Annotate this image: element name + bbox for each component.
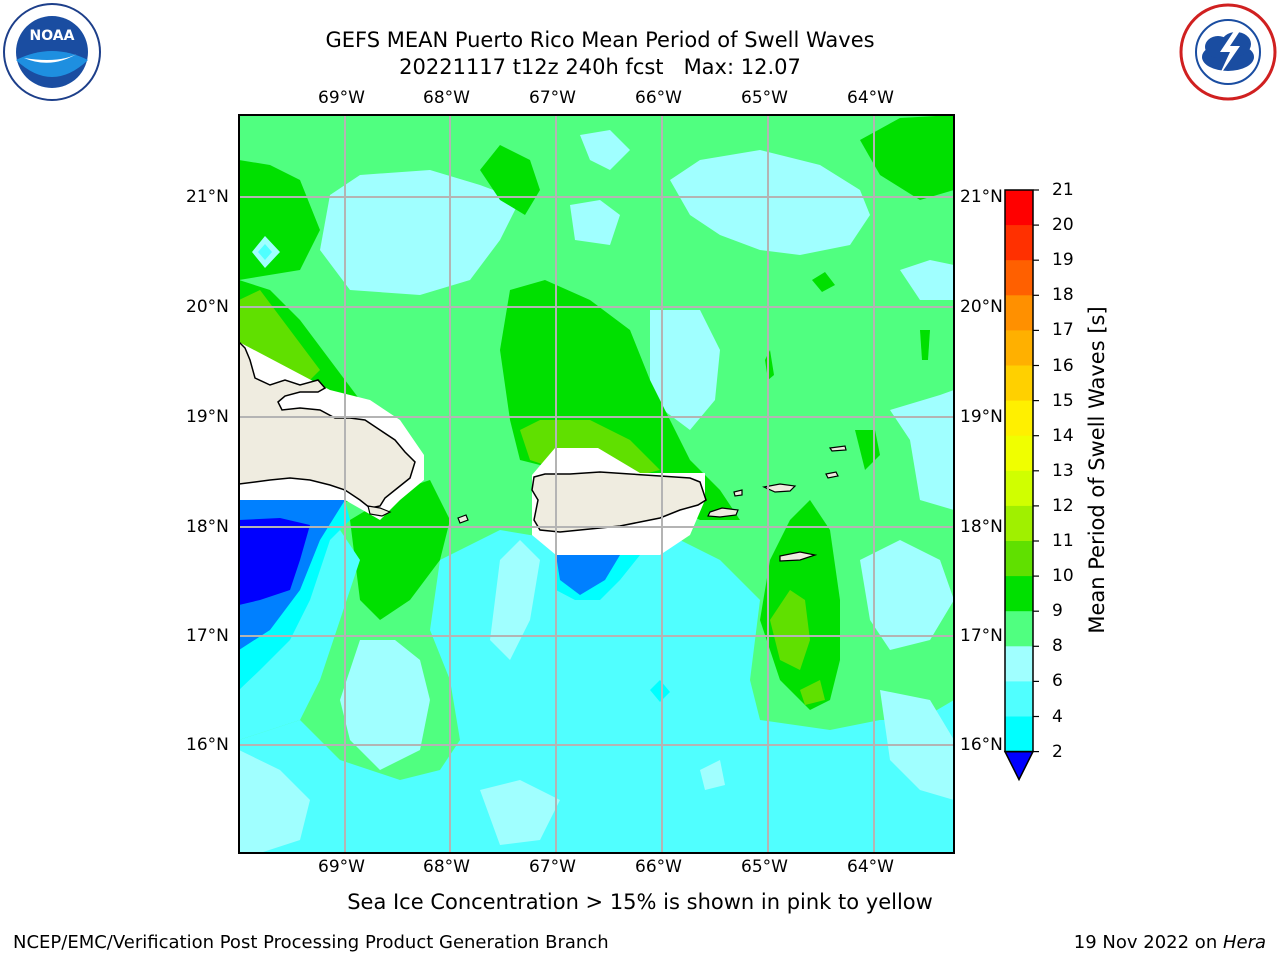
host-name: Hera (1222, 932, 1266, 953)
lon-label: 68°W (423, 857, 470, 877)
colorbar-swatch (1005, 400, 1033, 437)
nws-logo (1179, 3, 1277, 101)
lat-label: 20°N (960, 297, 1003, 317)
colorbar-label: Mean Period of Swell Waves [s] (1085, 306, 1109, 634)
colorbar-swatch (1005, 576, 1033, 612)
lat-label: 19°N (960, 407, 1003, 427)
lon-label: 65°W (741, 857, 788, 877)
colorbar-swatch (1005, 681, 1033, 717)
lon-label: 69°W (318, 88, 365, 108)
date-text: 19 Nov 2022 on (1073, 932, 1223, 953)
colorbar-tick-label: 16 (1052, 355, 1074, 376)
map-frame (238, 114, 955, 854)
colorbar-swatch (1005, 541, 1033, 577)
colorbar-tick-label: 8 (1052, 636, 1063, 657)
lat-label: 17°N (186, 626, 229, 646)
colorbar-swatch (1005, 330, 1033, 366)
colorbar-tick-label: 11 (1052, 531, 1074, 551)
lat-label: 16°N (960, 735, 1003, 755)
colorbar-swatch (1005, 190, 1033, 226)
lon-label: 67°W (529, 88, 576, 108)
lat-label: 20°N (186, 297, 229, 317)
colorbar-tick-label: 19 (1052, 250, 1074, 271)
colorbar-swatch (1005, 435, 1033, 472)
colorbar-tick-label: 10 (1052, 566, 1074, 587)
colorbar-swatches (1003, 189, 1039, 782)
date-stamp: 19 Nov 2022 on Hera (1074, 932, 1266, 953)
lon-label: 66°W (635, 857, 682, 877)
colorbar-tick-label: 21 (1052, 180, 1074, 200)
colorbar-tick-label: 18 (1052, 285, 1074, 306)
noaa-logo: NOAA (3, 3, 101, 101)
colorbar-tick-label: 15 (1052, 390, 1074, 411)
colorbar-tick-label: 2 (1052, 741, 1063, 762)
colorbar-swatch (1005, 365, 1033, 402)
colorbar-swatch (1005, 646, 1033, 682)
colorbar-swatch (1005, 716, 1033, 753)
lat-label: 16°N (186, 735, 229, 755)
colorbar-swatch (1005, 470, 1033, 507)
sea-ice-note: Sea Ice Concentration > 15% is shown in … (347, 890, 933, 914)
colorbar-tick-label: 20 (1052, 215, 1074, 236)
colorbar-swatch (1005, 260, 1033, 296)
colorbar-tick-label: 6 (1052, 671, 1063, 692)
map-field (239, 115, 954, 853)
lon-label: 67°W (529, 857, 576, 877)
colorbar-tick-label: 14 (1052, 425, 1074, 446)
map-gridlines (239, 115, 954, 853)
lon-label: 64°W (847, 857, 894, 877)
colorbar-tick-label: 4 (1052, 706, 1063, 727)
lat-label: 21°N (186, 187, 229, 207)
colorbar-swatch (1005, 505, 1033, 542)
lat-label: 17°N (960, 626, 1003, 646)
chart-title: GEFS MEAN Puerto Rico Mean Period of Swe… (325, 28, 875, 52)
colorbar-swatch (1005, 295, 1033, 331)
lon-label: 66°W (635, 88, 682, 108)
lat-label: 19°N (186, 407, 229, 427)
lon-label: 64°W (847, 88, 894, 108)
chart-subtitle: 20221117 t12z 240h fcst Max: 12.07 (399, 55, 801, 79)
noaa-logo-text: NOAA (30, 28, 75, 44)
lat-label: 21°N (960, 187, 1003, 207)
lon-label: 65°W (741, 88, 788, 108)
lat-label: 18°N (960, 517, 1003, 537)
colorbar-swatch (1005, 225, 1033, 261)
credit-text: NCEP/EMC/Verification Post Processing Pr… (13, 932, 609, 953)
colorbar-tick-label: 9 (1052, 601, 1063, 622)
colorbar-tick-label: 17 (1052, 320, 1074, 341)
colorbar-tick-label: 12 (1052, 495, 1074, 516)
lat-label: 18°N (186, 517, 229, 537)
colorbar-tick-label: 13 (1052, 460, 1074, 481)
lon-label: 69°W (318, 857, 365, 877)
colorbar-swatch (1005, 611, 1033, 647)
lon-label: 68°W (423, 88, 470, 108)
